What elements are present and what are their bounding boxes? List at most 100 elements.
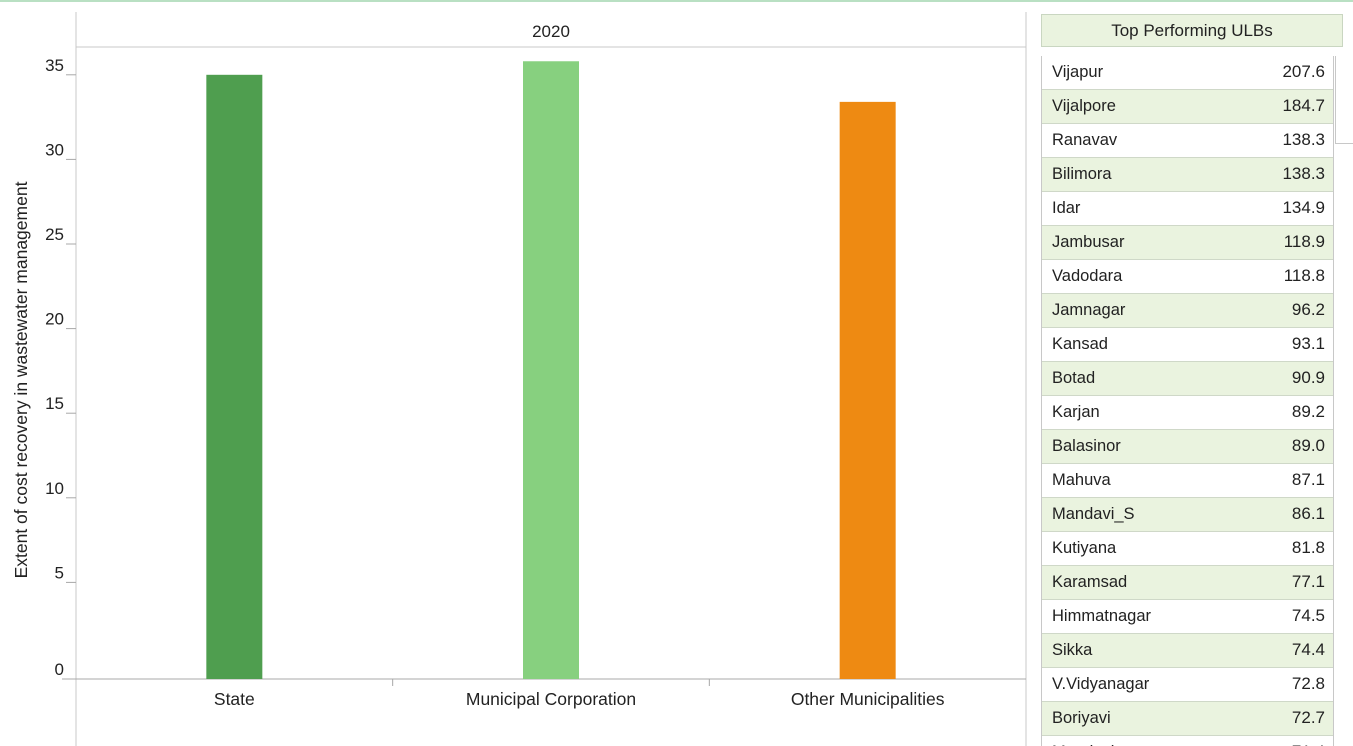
row-divider xyxy=(1042,395,1333,396)
ulb-name: Mandavi_S xyxy=(1052,505,1135,523)
row-divider xyxy=(1042,361,1333,362)
x-tick-label: Municipal Corporation xyxy=(466,689,636,709)
row-divider xyxy=(1042,599,1333,600)
ulb-value: 138.3 xyxy=(1282,164,1325,183)
panel-title: Top Performing ULBs xyxy=(1041,14,1343,47)
ulb-value: 134.9 xyxy=(1282,198,1325,217)
ulb-name: Boriyavi xyxy=(1052,709,1111,727)
table-row[interactable]: Vijapur 207.6 xyxy=(1042,56,1333,90)
row-divider xyxy=(1042,89,1333,90)
ulb-value: 118.8 xyxy=(1283,266,1325,285)
ulb-value: 89.0 xyxy=(1291,436,1325,455)
table-row[interactable]: Vijalpore 184.7 xyxy=(1042,90,1333,124)
y-tick-label: 5 xyxy=(55,563,64,582)
ulb-value: 118.9 xyxy=(1283,232,1325,251)
y-axis-ticks: 0 5 10 15 20 25 30 35 xyxy=(45,56,76,680)
ulb-name: Vijapur xyxy=(1052,63,1104,81)
bar-other-municipalities[interactable] xyxy=(839,101,896,679)
ulb-value: 81.8 xyxy=(1291,538,1325,557)
y-tick-label: 15 xyxy=(45,394,64,413)
table-row[interactable]: Karamsad 77.1 xyxy=(1042,566,1333,600)
table-row[interactable]: Kansad 93.1 xyxy=(1042,328,1333,362)
ulb-value: 93.1 xyxy=(1291,334,1325,353)
ulb-name: Vadodara xyxy=(1052,267,1123,285)
row-divider xyxy=(1042,667,1333,668)
table-row[interactable]: Idar 134.9 xyxy=(1042,192,1333,226)
ulb-name: Sikka xyxy=(1052,641,1093,659)
row-divider xyxy=(1042,429,1333,430)
table-row[interactable]: Sikka 74.4 xyxy=(1042,634,1333,668)
table-row[interactable]: Jamnagar 96.2 xyxy=(1042,294,1333,328)
bar-chart: 2020 Extent of cost recovery in wastewat… xyxy=(11,12,1027,746)
row-divider xyxy=(1042,123,1333,124)
ulb-value: 74.5 xyxy=(1291,606,1325,625)
ulb-value: 89.2 xyxy=(1291,402,1325,421)
row-divider xyxy=(1042,701,1333,702)
ulb-name: Himmatnagar xyxy=(1052,607,1152,625)
ulb-name: Balasinor xyxy=(1052,437,1121,455)
ulb-value: 90.9 xyxy=(1291,368,1325,387)
y-axis-label: Extent of cost recovery in wastewater ma… xyxy=(11,181,31,578)
row-divider xyxy=(1042,259,1333,260)
ulb-value: 72.8 xyxy=(1291,674,1325,693)
ulb-value: 86.1 xyxy=(1291,504,1325,523)
row-divider xyxy=(1042,293,1333,294)
table-row[interactable]: Ranavav 138.3 xyxy=(1042,124,1333,158)
row-divider xyxy=(1042,225,1333,226)
ulb-name: Botad xyxy=(1052,369,1096,387)
ulb-value: 138.3 xyxy=(1282,130,1325,149)
bar-state[interactable] xyxy=(206,74,263,680)
y-tick-label: 20 xyxy=(45,310,64,329)
table-row[interactable]: Botad 90.9 xyxy=(1042,362,1333,396)
y-tick-label: 0 xyxy=(55,660,64,679)
y-tick-label: 10 xyxy=(45,479,64,498)
bar-municipal-corporation[interactable] xyxy=(523,61,579,680)
ulb-name: Jamnagar xyxy=(1052,301,1126,319)
row-divider xyxy=(1042,463,1333,464)
x-axis-ticks: State Municipal Corporation Other Municipa… xyxy=(214,679,945,709)
table-row[interactable]: Balasinor 89.0 xyxy=(1042,430,1333,464)
row-divider xyxy=(1042,327,1333,328)
ulb-value: 77.1 xyxy=(1291,572,1325,591)
table-row[interactable]: Vadodara 118.8 xyxy=(1042,260,1333,294)
ulb-value: 71.4 xyxy=(1292,742,1325,746)
ulb-name: Ranavav xyxy=(1052,131,1118,149)
bar-series xyxy=(206,61,896,680)
table-scrollbar[interactable] xyxy=(1335,56,1353,144)
row-divider xyxy=(1042,633,1333,634)
table-row[interactable]: Karjan 89.2 xyxy=(1042,396,1333,430)
ulb-value: 184.7 xyxy=(1282,96,1325,115)
y-tick-label: 35 xyxy=(45,56,64,75)
table-row[interactable]: Mandavi_S 86.1 xyxy=(1042,498,1333,532)
row-divider xyxy=(1042,191,1333,192)
y-tick-label: 30 xyxy=(45,140,64,159)
x-tick-label: Other Municipalities xyxy=(791,689,945,709)
ulb-value: 207.6 xyxy=(1282,62,1325,81)
y-tick-label: 25 xyxy=(45,225,64,244)
ulb-value: 74.4 xyxy=(1291,640,1325,659)
ulb-name: Kutiyana xyxy=(1052,539,1117,557)
table-row[interactable]: Jambusar 118.9 xyxy=(1042,226,1333,260)
ulb-name: Jambusar xyxy=(1052,233,1125,251)
ulb-value: 87.1 xyxy=(1291,470,1325,489)
ulb-name: Karamsad xyxy=(1052,573,1128,591)
ulb-name: Karjan xyxy=(1052,403,1100,421)
table-row[interactable]: Mahuva 87.1 xyxy=(1042,464,1333,498)
top-ulbs-table[interactable]: Vijapur 207.6 Vijalpore 184.7 Ranavav 138.3 Bi… xyxy=(1041,56,1334,746)
table-row[interactable]: Boriyavi 72.7 xyxy=(1042,702,1333,736)
row-divider xyxy=(1042,497,1333,498)
ulb-name: Mandavi xyxy=(1052,743,1114,746)
table-row[interactable]: Kutiyana 81.8 xyxy=(1042,532,1333,566)
ulb-name: Kansad xyxy=(1052,335,1108,353)
row-divider xyxy=(1042,565,1333,566)
chart-title: 2020 xyxy=(532,22,570,41)
row-divider xyxy=(1042,157,1333,158)
table-row[interactable]: Bilimora 138.3 xyxy=(1042,158,1333,192)
ulb-name: Vijalpore xyxy=(1052,97,1116,115)
table-row[interactable]: Mandavi 71.4 xyxy=(1042,736,1333,746)
table-row[interactable]: Himmatnagar 74.5 xyxy=(1042,600,1333,634)
x-tick-label: State xyxy=(214,689,255,709)
top-accent-rule xyxy=(0,0,1353,2)
ulb-name: Mahuva xyxy=(1052,471,1111,489)
table-row[interactable]: V.Vidyanagar 72.8 xyxy=(1042,668,1333,702)
